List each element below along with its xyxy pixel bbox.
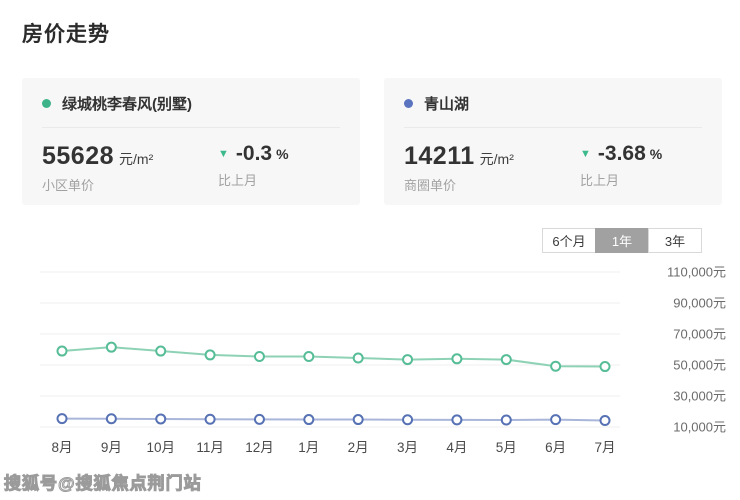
- data-point-marker[interactable]: [253, 350, 265, 362]
- community-name: 绿城桃李春风(别墅): [62, 96, 192, 113]
- x-axis-label: 7月: [594, 440, 615, 455]
- x-axis-label: 2月: [348, 440, 369, 455]
- data-point-marker[interactable]: [550, 414, 562, 426]
- watermark: 搜狐号@搜狐焦点荆门站: [4, 474, 202, 494]
- district-change-label: 比上月: [580, 173, 620, 188]
- district-change-percent-sign: %: [649, 146, 663, 162]
- x-axis-label: 8月: [51, 440, 72, 455]
- district-price-label: 商圈单价: [404, 178, 457, 193]
- x-axis-label: 10月: [146, 440, 175, 455]
- data-point-marker[interactable]: [500, 414, 512, 426]
- range-button-6months[interactable]: 6个月: [542, 228, 596, 253]
- series-line: [61, 346, 606, 368]
- data-point-marker[interactable]: [500, 354, 512, 366]
- community-price-unit: 元/m²: [119, 151, 154, 167]
- data-point-marker[interactable]: [303, 414, 315, 426]
- community-legend-row: 绿城桃李春风(别墅): [42, 93, 340, 114]
- data-point-marker[interactable]: [451, 353, 463, 365]
- data-point-marker[interactable]: [204, 413, 216, 425]
- data-point-marker[interactable]: [599, 414, 611, 426]
- data-point-marker[interactable]: [402, 354, 414, 366]
- x-axis-label: 11月: [196, 440, 224, 455]
- data-point-marker[interactable]: [402, 414, 414, 426]
- data-point-marker[interactable]: [451, 414, 463, 426]
- data-point-marker[interactable]: [303, 350, 315, 362]
- range-button-1year[interactable]: 1年: [595, 228, 649, 253]
- time-range-selector: 6个月 1年 3年: [542, 228, 702, 253]
- community-change-percent-sign: %: [276, 146, 289, 162]
- series-line: [61, 417, 606, 422]
- district-change-value: -3.68: [597, 142, 646, 165]
- card-divider: [404, 127, 702, 128]
- blue-series-dot-icon: [404, 99, 413, 108]
- card-divider: [42, 127, 340, 128]
- district-name: 青山湖: [424, 96, 470, 113]
- data-point-marker[interactable]: [155, 413, 167, 425]
- green-series-dot-icon: [42, 99, 51, 108]
- data-point-marker[interactable]: [56, 345, 68, 357]
- data-point-marker[interactable]: [105, 341, 117, 353]
- data-point-marker[interactable]: [352, 414, 364, 426]
- data-point-marker[interactable]: [204, 349, 216, 361]
- data-point-marker[interactable]: [56, 413, 68, 425]
- data-point-marker[interactable]: [352, 352, 364, 364]
- y-axis-label: 10,000元: [673, 420, 726, 435]
- district-legend-row: 青山湖: [404, 93, 702, 114]
- community-price-label: 小区单价: [42, 178, 95, 193]
- data-point-marker[interactable]: [550, 360, 562, 372]
- community-change-label: 比上月: [218, 173, 258, 188]
- community-stats: 55628 元/m² 小区单价 ▼ -0.3 % 比上月: [42, 142, 340, 194]
- x-axis-label: 9月: [101, 440, 122, 455]
- page-title: 房价走势: [22, 23, 110, 46]
- y-axis-label: 50,000元: [673, 358, 726, 373]
- down-triangle-icon: ▼: [580, 147, 591, 160]
- district-price: 14211: [404, 142, 475, 170]
- district-price-unit: 元/m²: [479, 151, 514, 167]
- data-point-marker[interactable]: [155, 345, 167, 357]
- range-button-3years[interactable]: 3年: [648, 228, 702, 253]
- community-price: 55628: [42, 142, 115, 170]
- data-point-marker[interactable]: [253, 413, 265, 425]
- x-axis-label: 3月: [397, 440, 418, 455]
- y-axis-label: 30,000元: [673, 389, 726, 404]
- x-axis-label: 1月: [298, 440, 319, 455]
- district-stat-card: 青山湖 14211 元/m² 商圈单价 ▼ -3.68 % 比上月: [384, 78, 722, 205]
- y-axis-label: 110,000元: [667, 265, 726, 280]
- community-change-value: -0.3: [235, 142, 273, 165]
- x-axis-label: 6月: [545, 440, 566, 455]
- price-trend-chart: 110,000元 90,000元 70,000元 50,000元 30,000元 10,0…: [0, 255, 740, 475]
- down-triangle-icon: ▼: [218, 147, 229, 160]
- data-point-marker[interactable]: [599, 361, 611, 373]
- data-point-marker[interactable]: [105, 413, 117, 425]
- district-stats: 14211 元/m² 商圈单价 ▼ -3.68 % 比上月: [404, 142, 702, 194]
- x-axis-label: 4月: [446, 440, 467, 455]
- y-axis-label: 90,000元: [673, 296, 726, 311]
- x-axis-label: 12月: [245, 440, 274, 455]
- price-trend-chart-svg: 110,000元 90,000元 70,000元 50,000元 30,000元 10,0…: [40, 265, 726, 455]
- x-axis-label: 5月: [496, 440, 517, 455]
- y-axis-label: 70,000元: [673, 327, 726, 342]
- community-stat-card: 绿城桃李春风(别墅) 55628 元/m² 小区单价 ▼ -0.3 % 比上月: [22, 78, 360, 205]
